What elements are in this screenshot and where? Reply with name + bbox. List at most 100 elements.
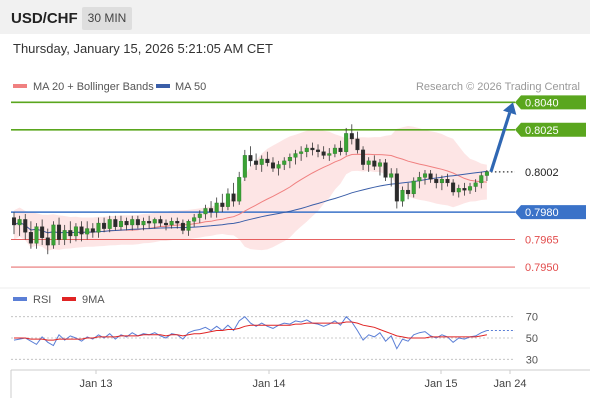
candle-body-up bbox=[51, 224, 56, 246]
candle bbox=[417, 171, 422, 189]
candle bbox=[23, 213, 28, 240]
candle bbox=[456, 184, 461, 198]
candle-body-up bbox=[422, 173, 427, 178]
level-label-0.7965: 0.7965 bbox=[525, 235, 559, 247]
candle bbox=[73, 223, 78, 242]
level-tag-0.8025 bbox=[515, 122, 586, 137]
candle bbox=[192, 213, 197, 227]
legend-rsi-label: RSI bbox=[33, 294, 51, 306]
candle-body-down bbox=[248, 155, 253, 162]
candle-body-down bbox=[349, 133, 354, 140]
candle bbox=[270, 157, 275, 172]
candle-body-down bbox=[254, 160, 259, 165]
candle bbox=[118, 215, 123, 231]
candle bbox=[203, 204, 208, 220]
candle-body-down bbox=[355, 138, 360, 151]
candle-body-down bbox=[57, 224, 62, 240]
candle bbox=[293, 149, 298, 165]
candle bbox=[186, 219, 191, 236]
x-label-Jan-14: Jan 14 bbox=[252, 378, 285, 390]
candle-body-down bbox=[361, 149, 366, 165]
candle-body-up bbox=[439, 178, 444, 184]
candle bbox=[462, 182, 467, 196]
candle-body-up bbox=[400, 189, 405, 202]
candle bbox=[164, 219, 169, 231]
rsi-tick-70: 70 bbox=[526, 312, 538, 324]
candle bbox=[62, 224, 67, 246]
current-price-tag bbox=[517, 164, 586, 179]
candle-body-up bbox=[456, 188, 461, 193]
chart-datetime: Thursday, January 15, 2026 5:21:05 AM CE… bbox=[13, 41, 273, 56]
candle bbox=[366, 157, 371, 172]
level-label-0.7950: 0.7950 bbox=[525, 262, 559, 274]
candle bbox=[265, 151, 270, 167]
candle bbox=[40, 219, 45, 246]
candle-body-up bbox=[169, 221, 174, 226]
level-tag-0.7980 bbox=[515, 205, 586, 220]
candle-body-down bbox=[372, 160, 377, 167]
candle bbox=[45, 228, 50, 255]
candle bbox=[468, 182, 473, 194]
candle bbox=[327, 148, 332, 161]
candle bbox=[152, 217, 157, 229]
candle-body-down bbox=[434, 178, 439, 184]
level-label-0.8040: 0.8040 bbox=[525, 97, 559, 109]
candle bbox=[130, 215, 135, 231]
candle bbox=[439, 175, 444, 191]
candle bbox=[51, 221, 56, 249]
candle bbox=[124, 217, 129, 231]
candle bbox=[214, 197, 219, 218]
candle-body-up bbox=[152, 219, 157, 224]
candle bbox=[175, 217, 180, 229]
candle-body-down bbox=[406, 189, 411, 195]
candle bbox=[107, 215, 112, 233]
candle-body-down bbox=[28, 232, 33, 244]
candle bbox=[377, 159, 382, 176]
candle-body-up bbox=[366, 160, 371, 165]
projection-arrow-head bbox=[502, 102, 517, 115]
candle bbox=[287, 153, 292, 169]
candle-body-up bbox=[197, 213, 202, 218]
candle bbox=[349, 124, 354, 145]
candle-body-up bbox=[192, 217, 197, 222]
candle-body-down bbox=[90, 228, 95, 233]
candle bbox=[102, 217, 107, 233]
timeframe-button[interactable]: 30 MIN bbox=[82, 7, 132, 30]
candle-body-up bbox=[225, 193, 230, 207]
candle bbox=[321, 146, 326, 160]
candle-body-down bbox=[68, 230, 73, 237]
candle-body-down bbox=[180, 222, 185, 231]
candle-body-down bbox=[113, 219, 118, 227]
candle-body-up bbox=[411, 180, 416, 195]
candle-body-up bbox=[214, 202, 219, 213]
candle-body-up bbox=[304, 147, 309, 152]
candle bbox=[316, 144, 321, 158]
legend-ma20-label: MA 20 + Bollinger Bands bbox=[33, 81, 154, 93]
candle bbox=[406, 182, 411, 200]
candle-body-up bbox=[237, 177, 242, 202]
rsi-line bbox=[13, 315, 488, 350]
candle-body-up bbox=[479, 175, 484, 184]
candle-body-down bbox=[321, 151, 326, 156]
candle-body-up bbox=[34, 226, 39, 244]
candle-body-up bbox=[327, 153, 332, 156]
candle bbox=[141, 217, 146, 231]
candle-body-down bbox=[383, 162, 388, 178]
candle bbox=[332, 144, 337, 158]
level-label-0.8025: 0.8025 bbox=[525, 125, 559, 137]
candle-body-down bbox=[102, 222, 107, 229]
current-price-label: 0.8002 bbox=[525, 167, 559, 179]
candle bbox=[96, 217, 101, 238]
candle bbox=[248, 146, 253, 167]
rsi-tick-30: 30 bbox=[526, 354, 538, 366]
candle-body-down bbox=[45, 237, 50, 246]
candle-body-up bbox=[287, 157, 292, 162]
candle-body-down bbox=[270, 162, 275, 169]
candle-body-down bbox=[124, 221, 129, 226]
candle-body-down bbox=[445, 178, 450, 184]
candle-body-down bbox=[40, 226, 45, 238]
candle bbox=[79, 221, 84, 242]
candle bbox=[282, 157, 287, 171]
candle-body-up bbox=[293, 153, 298, 158]
x-label-Jan-13: Jan 13 bbox=[79, 378, 112, 390]
